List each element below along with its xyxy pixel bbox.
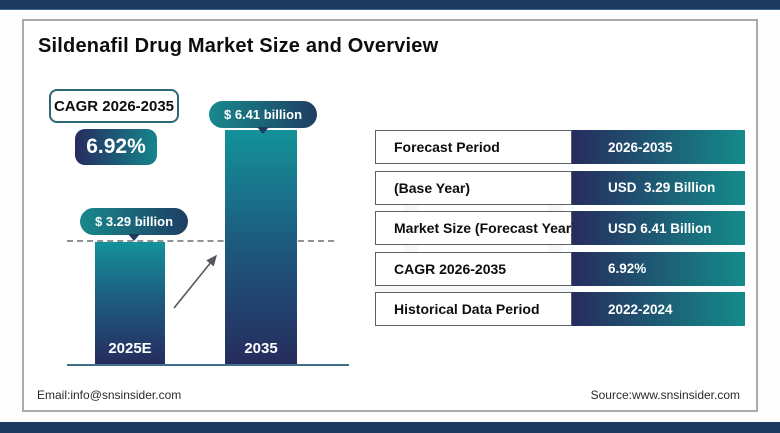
table-row: Forecast Period 2026-2035 <box>375 130 747 164</box>
row-label: Market Size (Forecast Year) <box>375 211 576 245</box>
page-title: Sildenafil Drug Market Size and Overview <box>38 35 439 57</box>
reference-dashed-line <box>67 240 334 242</box>
value-callout-2025e: $ 3.29 billion <box>80 208 188 235</box>
table-row: Market Size (Forecast Year) USD 6.41 Bil… <box>375 211 747 245</box>
value-callout-2035: $ 6.41 billion <box>209 101 317 128</box>
row-label: Historical Data Period <box>375 292 572 326</box>
callout-pointer-2035 <box>257 127 269 134</box>
row-value: USD 6.41 Billion <box>572 211 745 245</box>
cagr-value-badge: 6.92% <box>75 129 157 165</box>
row-value: 6.92% <box>572 251 745 286</box>
row-label: Forecast Period <box>375 130 572 164</box>
growth-arrow-icon <box>173 254 218 309</box>
cagr-label-box: CAGR 2026-2035 <box>49 89 179 123</box>
table-row: CAGR 2026-2035 6.92% <box>375 251 747 286</box>
row-label: CAGR 2026-2035 <box>375 251 572 286</box>
row-value: 2022-2024 <box>572 292 745 326</box>
source-text: Source:www.snsinsider.com <box>590 388 740 402</box>
bar-2025e: 2025E <box>95 242 165 364</box>
bar-label-2035: 2035 <box>244 340 278 357</box>
table-row: Historical Data Period 2022-2024 <box>375 292 747 326</box>
contact-email-text: Email:info@snsinsider.com <box>37 388 182 402</box>
row-value: 2026-2035 <box>572 130 745 164</box>
row-label: (Base Year) <box>375 170 572 205</box>
bar-2035: 2035 <box>225 130 297 364</box>
content-frame: Sildenafil Drug Market Size and Overview… <box>22 19 758 412</box>
table-row: (Base Year) USD 3.29 Billion <box>375 170 747 205</box>
callout-pointer-2025e <box>128 234 140 241</box>
row-value: USD 3.29 Billion <box>572 170 745 205</box>
top-accent-bar <box>0 0 780 10</box>
chart-axis-line <box>67 364 349 366</box>
bottom-accent-bar <box>0 422 780 433</box>
bar-label-2025e: 2025E <box>108 340 152 357</box>
stats-table: Forecast Period 2026-2035 (Base Year) US… <box>375 130 747 333</box>
